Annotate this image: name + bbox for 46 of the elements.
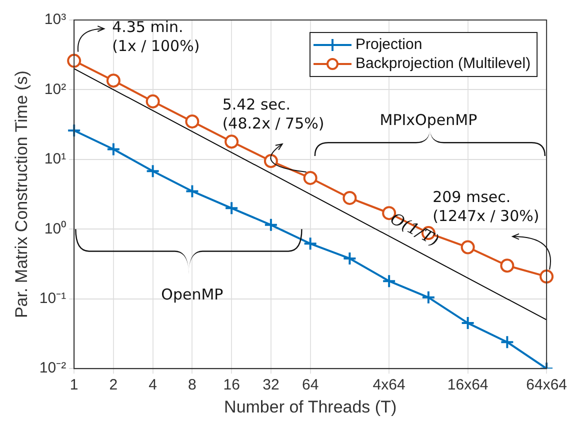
y-tick-label: 10² <box>44 80 66 98</box>
point <box>540 270 554 284</box>
point <box>185 114 200 129</box>
y-tick-label: 10³ <box>44 11 66 28</box>
point <box>264 218 278 232</box>
point <box>146 94 160 108</box>
annotation: 4.35 min. (1x / 100%) <box>112 18 200 56</box>
annotation: MPIxOpenMP <box>380 110 478 129</box>
x-tick-label: 8 <box>188 376 196 394</box>
point <box>67 54 82 68</box>
annotation: 5.42 sec. (48.2x / 75%) <box>222 95 324 132</box>
x-tick-label: 16 <box>223 376 240 394</box>
point <box>185 184 200 198</box>
x-tick-label: 16x64 <box>447 376 488 394</box>
point <box>224 134 239 149</box>
y-tick-label: 10⁰ <box>44 220 66 238</box>
legend-label: Backprojection (Multilevel) <box>356 55 531 72</box>
point <box>224 201 239 216</box>
point <box>303 236 318 251</box>
annotation: OpenMP <box>161 285 224 304</box>
y-axis-title: Par. Matrix Construction Time (s) <box>12 70 31 318</box>
point <box>67 124 82 138</box>
y-tick-label: 10⁻¹ <box>39 290 66 308</box>
legend-label: Projection <box>356 36 422 54</box>
point <box>382 274 396 288</box>
x-tick-label: 2 <box>109 376 118 394</box>
point <box>106 74 120 88</box>
point <box>500 335 514 350</box>
point <box>500 258 514 273</box>
x-tick-label: 32 <box>262 376 280 394</box>
point <box>460 316 475 330</box>
x-tick-label: 4x64 <box>372 376 406 394</box>
x-tick-label: 64 <box>302 376 319 394</box>
y-tick-label: 10⁻² <box>39 360 66 377</box>
point <box>303 170 318 185</box>
point <box>342 251 357 266</box>
x-tick-label: 1 <box>70 376 78 394</box>
x-axis-title: Number of Threads (T) <box>224 397 397 416</box>
point <box>460 240 475 254</box>
x-tick-label: 4 <box>148 376 157 394</box>
point <box>146 164 160 178</box>
point <box>421 290 436 304</box>
point <box>342 190 357 205</box>
point <box>106 142 120 156</box>
y-tick-label: 10¹ <box>44 150 66 168</box>
x-tick-label: 64x64 <box>526 376 568 394</box>
